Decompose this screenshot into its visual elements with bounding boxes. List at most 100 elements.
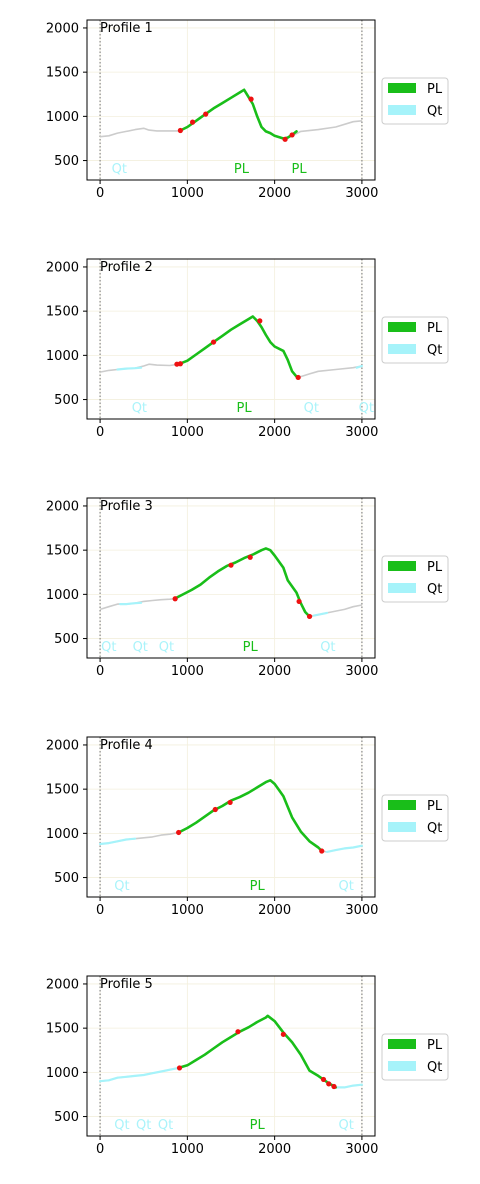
x-tick-label: 2000: [258, 1142, 291, 1157]
contact-point: [247, 554, 253, 560]
x-tick-label: 1000: [171, 664, 204, 679]
x-tick-label: 1000: [171, 186, 204, 201]
profile-panel-4: Qt PL Qt Profile 4 0 1000 2000 3000 500 1000 1500 2…: [46, 736, 449, 918]
y-tick-label: 2000: [46, 738, 79, 753]
unit-label: Qt: [359, 401, 374, 416]
x-tick-label: 3000: [345, 425, 378, 440]
x-tick-label: 3000: [345, 1142, 378, 1157]
y-tick-label: 1500: [46, 544, 79, 559]
unit-segment-pl: [177, 779, 324, 853]
unit-segment-qt: [99, 1066, 180, 1083]
legend-label: PL: [427, 321, 443, 336]
y-tick-label: 1000: [46, 110, 79, 125]
y-tick-label: 1000: [46, 1066, 79, 1081]
x-tick-label: 2000: [258, 425, 291, 440]
unit-label: Qt: [114, 1118, 129, 1133]
legend-label: PL: [427, 560, 443, 575]
contact-point: [331, 1083, 337, 1090]
contact-point: [289, 132, 295, 138]
unit-segment-pl: [177, 1014, 337, 1089]
legend-label: Qt: [427, 1060, 442, 1075]
contact-point: [326, 1081, 332, 1087]
panel-title: Profile 2: [100, 260, 153, 275]
legend-label: Qt: [427, 343, 442, 358]
legend-label: PL: [427, 82, 443, 97]
legend-swatch-pl: [388, 83, 416, 93]
legend-label: Qt: [427, 104, 442, 119]
plot-area: [87, 737, 375, 897]
contact-point: [203, 111, 209, 117]
x-tick-label: 0: [96, 664, 104, 679]
legend-swatch-pl: [388, 561, 416, 571]
unit-label: Qt: [304, 401, 319, 416]
profile-panel-3: Qt Qt Qt PL Qt Profile 3 0 1000 2000 3000 500 1000 1…: [46, 497, 449, 679]
unit-label: PL: [234, 162, 250, 177]
unit-segment-qt: [334, 1083, 363, 1089]
unit-label: PL: [250, 1118, 266, 1133]
legend-swatch-qt: [388, 822, 416, 832]
x-tick-label: 2000: [258, 186, 291, 201]
unit-segment-qt: [116, 366, 143, 371]
legend-label: Qt: [427, 582, 442, 597]
x-tick-label: 3000: [345, 664, 378, 679]
legend-label: Qt: [427, 821, 442, 836]
profile-panel-1: Qt PL PL Profile 1 0 1000 2000 3000 500 1000 1500 2…: [46, 19, 449, 201]
legend-swatch-pl: [388, 800, 416, 810]
contact-point: [295, 374, 301, 381]
axes-frame: [86, 19, 376, 181]
y-tick-label: 2000: [46, 499, 79, 514]
unit-label: Qt: [159, 640, 174, 655]
contact-point: [177, 361, 183, 367]
contact-point: [228, 562, 234, 568]
unit-label: Qt: [133, 640, 148, 655]
y-tick-label: 1500: [46, 783, 79, 798]
profile-panel-5: Qt Qt Qt PL Qt Profile 5 0 1000 2000 3000 500 1000 1…: [46, 975, 449, 1157]
y-tick-label: 500: [54, 632, 79, 647]
legend-swatch-qt: [388, 1061, 416, 1071]
contact-point: [177, 127, 183, 134]
unit-segment-qt: [119, 601, 143, 606]
x-tick-label: 0: [96, 425, 104, 440]
contact-point: [280, 1031, 286, 1037]
y-tick-label: 2000: [46, 260, 79, 275]
y-tick-label: 1000: [46, 349, 79, 364]
x-tick-label: 2000: [258, 903, 291, 918]
y-tick-label: 2000: [46, 977, 79, 992]
x-tick-label: 2000: [258, 664, 291, 679]
contact-point: [306, 613, 313, 620]
unit-segment-qt: [355, 364, 363, 369]
contact-point: [210, 339, 217, 345]
unit-label: Qt: [112, 162, 127, 177]
y-tick-label: 500: [54, 154, 79, 169]
y-tick-label: 500: [54, 393, 79, 408]
unit-segment-qt: [312, 611, 329, 617]
plot-area: [87, 259, 375, 419]
contact-point: [176, 1065, 183, 1071]
y-tick-label: 1000: [46, 827, 79, 842]
y-tick-label: 1500: [46, 305, 79, 320]
unit-label: Qt: [320, 640, 335, 655]
panel-title: Profile 1: [100, 21, 153, 36]
axes-frame: [86, 497, 376, 659]
panel-title: Profile 4: [100, 738, 153, 753]
contact-point: [282, 136, 288, 142]
unit-segment-qt: [99, 837, 137, 846]
y-tick-label: 500: [54, 1110, 79, 1125]
unit-label: Qt: [114, 879, 129, 894]
legend-swatch-pl: [388, 1039, 416, 1049]
unit-label: PL: [237, 401, 253, 416]
plot-area: [87, 976, 375, 1136]
x-tick-label: 1000: [171, 903, 204, 918]
unit-label: Qt: [339, 1118, 354, 1133]
contact-point: [248, 96, 254, 102]
x-tick-label: 0: [96, 1142, 104, 1157]
x-tick-label: 0: [96, 186, 104, 201]
legend-swatch-pl: [388, 322, 416, 332]
unit-label: PL: [250, 879, 266, 894]
contact-point: [172, 596, 178, 602]
contact-point: [227, 799, 233, 806]
x-tick-label: 1000: [171, 1142, 204, 1157]
unit-label: PL: [243, 640, 259, 655]
axes-frame: [86, 736, 376, 898]
